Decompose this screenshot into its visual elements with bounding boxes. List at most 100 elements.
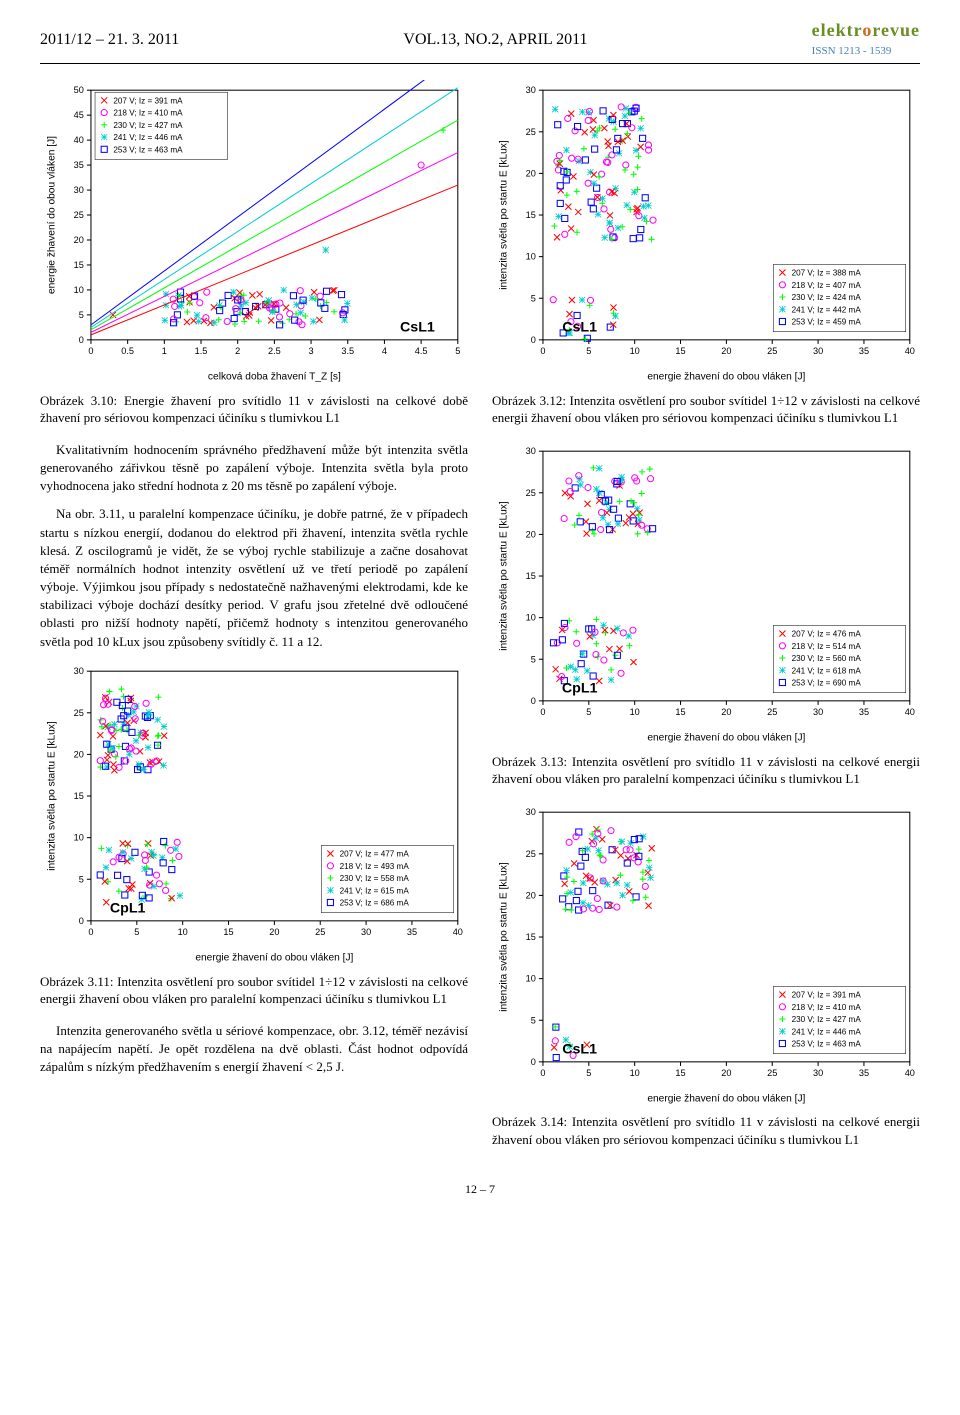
svg-text:25: 25	[767, 346, 777, 356]
caption-3-12: Obrázek 3.12: Intenzita osvětlení pro so…	[492, 392, 920, 427]
svg-text:40: 40	[453, 927, 463, 937]
svg-text:5: 5	[134, 927, 139, 937]
svg-text:CpL1: CpL1	[110, 901, 146, 917]
svg-text:230 V; Iz = 424 mA: 230 V; Iz = 424 mA	[792, 293, 862, 302]
svg-text:15: 15	[675, 346, 685, 356]
svg-text:35: 35	[407, 927, 417, 937]
svg-text:20: 20	[526, 890, 536, 900]
svg-text:218 V; Iz = 407 mA: 218 V; Iz = 407 mA	[792, 281, 862, 290]
svg-text:20: 20	[526, 529, 536, 539]
svg-text:35: 35	[859, 1068, 869, 1078]
svg-text:0: 0	[88, 346, 93, 356]
svg-text:5: 5	[531, 293, 536, 303]
svg-text:35: 35	[859, 707, 869, 717]
svg-text:3: 3	[309, 346, 314, 356]
svg-text:20: 20	[74, 235, 84, 245]
svg-text:30: 30	[813, 1068, 823, 1078]
page: 2011/12 – 21. 3. 2011 VOL.13, NO.2, APRI…	[0, 0, 960, 1217]
svg-text:10: 10	[74, 833, 84, 843]
svg-text:207 V; Iz = 477 mA: 207 V; Iz = 477 mA	[340, 850, 410, 859]
svg-text:241 V; Iz = 615 mA: 241 V; Iz = 615 mA	[340, 886, 410, 895]
svg-text:10: 10	[526, 973, 536, 983]
svg-text:15: 15	[74, 260, 84, 270]
svg-text:241 V; Iz = 442 mA: 241 V; Iz = 442 mA	[792, 305, 862, 314]
svg-text:40: 40	[905, 707, 915, 717]
chart-3-14: 0510152025303540051015202530energie žhav…	[492, 802, 920, 1108]
svg-text:celková doba žhavení T_Z [s]: celková doba žhavení T_Z [s]	[208, 372, 341, 383]
svg-text:10: 10	[630, 1068, 640, 1078]
svg-text:3.5: 3.5	[341, 346, 354, 356]
svg-text:15: 15	[675, 707, 685, 717]
body-p3: Intenzita generovaného světla u sériové …	[40, 1022, 468, 1077]
svg-text:5: 5	[586, 1068, 591, 1078]
svg-text:20: 20	[721, 346, 731, 356]
page-number: 12 – 7	[40, 1182, 920, 1197]
svg-text:45: 45	[74, 110, 84, 120]
svg-text:energie žhavení do obou vláken: energie žhavení do obou vláken [J]	[46, 136, 57, 294]
svg-text:40: 40	[905, 1068, 915, 1078]
svg-text:0: 0	[88, 927, 93, 937]
caption-3-10: Obrázek 3.10: Energie žhavení pro svítid…	[40, 392, 468, 427]
svg-text:253 V; Iz = 459 mA: 253 V; Iz = 459 mA	[792, 318, 862, 327]
svg-text:20: 20	[74, 749, 84, 759]
header-left: 2011/12 – 21. 3. 2011	[40, 31, 179, 49]
svg-text:15: 15	[526, 571, 536, 581]
svg-text:0: 0	[79, 335, 84, 345]
caption-3-13: Obrázek 3.13: Intenzita osvětlení pro sv…	[492, 753, 920, 788]
svg-text:0: 0	[531, 335, 536, 345]
header-logo: elektrorevue ISSN 1213 - 1539	[812, 20, 920, 59]
svg-text:20: 20	[526, 168, 536, 178]
svg-text:1: 1	[162, 346, 167, 356]
svg-text:15: 15	[675, 1068, 685, 1078]
svg-text:40: 40	[74, 135, 84, 145]
svg-text:207 V; Iz = 476 mA: 207 V; Iz = 476 mA	[792, 629, 862, 638]
svg-text:5: 5	[586, 707, 591, 717]
svg-text:50: 50	[74, 85, 84, 95]
svg-text:5: 5	[531, 1015, 536, 1025]
svg-text:207 V; Iz = 391 mA: 207 V; Iz = 391 mA	[792, 990, 862, 999]
svg-text:218 V; Iz = 514 mA: 218 V; Iz = 514 mA	[792, 642, 862, 651]
chart-3-13: 0510152025303540051015202530energie žhav…	[492, 441, 920, 747]
svg-text:10: 10	[630, 707, 640, 717]
body-p1: Kvalitativním hodnocením správného předž…	[40, 441, 468, 496]
left-column: 00.511.522.533.544.550510152025303540455…	[40, 80, 468, 1162]
svg-text:241 V; Iz = 446 mA: 241 V; Iz = 446 mA	[792, 1027, 862, 1036]
svg-text:0: 0	[540, 346, 545, 356]
svg-text:intenzita světla po startu E [: intenzita světla po startu E [kLux]	[498, 862, 509, 1012]
svg-text:4: 4	[382, 346, 387, 356]
svg-text:intenzita světla po startu E [: intenzita světla po startu E [kLux]	[46, 721, 57, 871]
svg-text:CsL1: CsL1	[400, 320, 435, 336]
svg-text:0: 0	[531, 696, 536, 706]
svg-text:20: 20	[269, 927, 279, 937]
svg-text:10: 10	[178, 927, 188, 937]
svg-text:10: 10	[74, 285, 84, 295]
svg-text:intenzita světla po startu E [: intenzita světla po startu E [kLux]	[498, 501, 509, 651]
svg-text:230 V; Iz = 427 mA: 230 V; Iz = 427 mA	[792, 1015, 862, 1024]
svg-text:30: 30	[526, 446, 536, 456]
svg-text:30: 30	[361, 927, 371, 937]
svg-text:218 V; Iz = 493 mA: 218 V; Iz = 493 mA	[340, 862, 410, 871]
svg-text:25: 25	[74, 708, 84, 718]
svg-text:30: 30	[813, 707, 823, 717]
svg-text:5: 5	[586, 346, 591, 356]
svg-text:2: 2	[235, 346, 240, 356]
svg-text:230 V; Iz = 560 mA: 230 V; Iz = 560 mA	[792, 654, 862, 663]
svg-text:10: 10	[526, 252, 536, 262]
svg-text:15: 15	[223, 927, 233, 937]
svg-text:218 V; Iz = 410 mA: 218 V; Iz = 410 mA	[113, 109, 183, 118]
svg-text:2.5: 2.5	[268, 346, 281, 356]
svg-text:253 V; Iz = 463 mA: 253 V; Iz = 463 mA	[113, 145, 183, 154]
right-column: 0510152025303540051015202530energie žhav…	[492, 80, 920, 1162]
svg-text:230 V; Iz = 558 mA: 230 V; Iz = 558 mA	[340, 874, 410, 883]
header-center: VOL.13, NO.2, APRIL 2011	[403, 31, 587, 49]
svg-text:241 V; Iz = 618 mA: 241 V; Iz = 618 mA	[792, 666, 862, 675]
svg-text:0: 0	[79, 916, 84, 926]
chart-3-11: 0510152025303540051015202530energie žhav…	[40, 661, 468, 967]
svg-text:0: 0	[540, 1068, 545, 1078]
svg-text:energie žhavení do obou vláken: energie žhavení do obou vláken [J]	[195, 952, 353, 963]
svg-text:30: 30	[526, 807, 536, 817]
two-column-layout: 00.511.522.533.544.550510152025303540455…	[40, 80, 920, 1162]
svg-text:15: 15	[526, 210, 536, 220]
svg-text:30: 30	[813, 346, 823, 356]
svg-text:intenzita světla po startu E [: intenzita světla po startu E [kLux]	[498, 140, 509, 290]
